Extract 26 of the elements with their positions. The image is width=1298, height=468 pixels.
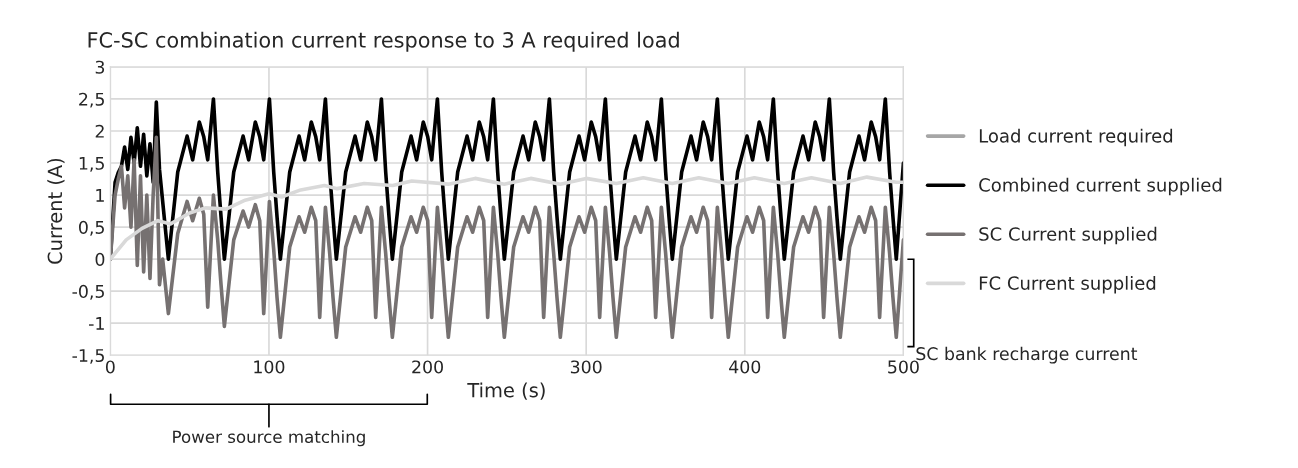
legend-label: Combined current supplied bbox=[979, 177, 1222, 196]
x-axis-title: Time (s) bbox=[467, 382, 545, 400]
x-tick-label: 400 bbox=[729, 360, 761, 374]
legend-label: Load current required bbox=[979, 128, 1173, 147]
line-series bbox=[110, 97, 904, 261]
x-tick-label: 300 bbox=[570, 360, 602, 374]
chart-title: FC-SC combination current response to 3 A required load bbox=[88, 31, 679, 52]
y-tick-label: 0,5 bbox=[79, 220, 104, 236]
y-tick-label: 0 bbox=[95, 252, 105, 266]
y-tick-label: 1,5 bbox=[79, 156, 104, 172]
x-tick-label: 500 bbox=[888, 360, 919, 374]
y-tick-label: 2,5 bbox=[79, 92, 104, 108]
y-tick-label: 1 bbox=[96, 188, 104, 202]
legend-label: FC Current supplied bbox=[979, 275, 1156, 294]
y-tick-label: -1 bbox=[89, 317, 104, 330]
text: Power source matching bbox=[173, 430, 365, 447]
x-tick-label: 200 bbox=[412, 360, 443, 374]
y-tick-label: 2 bbox=[95, 124, 104, 138]
line-series bbox=[110, 135, 904, 340]
y-tick-label: -1,5 bbox=[72, 349, 104, 364]
x-tick-label: 0 bbox=[105, 360, 115, 374]
y-axis-title: Current (A) bbox=[47, 158, 65, 264]
y-tick-label: 3 bbox=[95, 60, 105, 74]
x-tick-label: 100 bbox=[254, 360, 285, 374]
y-tick-label: -0,5 bbox=[72, 284, 104, 300]
legend-label: SC Current supplied bbox=[979, 226, 1157, 245]
